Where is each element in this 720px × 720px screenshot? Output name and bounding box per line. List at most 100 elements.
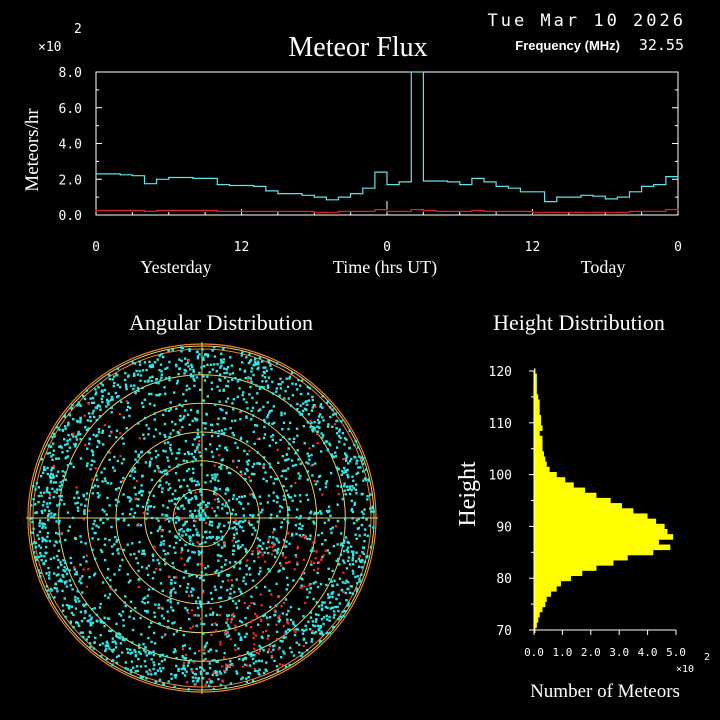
angular-point-cyan bbox=[164, 435, 167, 439]
height-bar bbox=[534, 451, 544, 457]
angular-point-cyan bbox=[235, 498, 239, 501]
angular-point-red bbox=[256, 615, 259, 618]
angular-point-cyan bbox=[299, 392, 303, 396]
angular-point-cyan bbox=[295, 427, 299, 430]
angular-point-cyan bbox=[218, 378, 221, 381]
angular-point-cyan bbox=[316, 511, 320, 515]
angular-point-cyan bbox=[259, 544, 262, 548]
angular-point-cyan bbox=[60, 580, 64, 583]
angular-point-cyan bbox=[264, 366, 267, 369]
angular-point-cyan bbox=[167, 680, 170, 683]
angular-point-cyan bbox=[251, 657, 255, 661]
angular-point-cyan bbox=[189, 528, 192, 532]
angular-point-cyan bbox=[104, 537, 107, 540]
angular-point-cyan bbox=[343, 484, 346, 488]
angular-point-cyan bbox=[221, 507, 224, 510]
height-bar bbox=[534, 508, 634, 514]
angular-point-cyan bbox=[177, 519, 181, 522]
angular-point-cyan bbox=[69, 620, 72, 623]
angular-point-cyan bbox=[83, 617, 86, 620]
angular-point-cyan bbox=[345, 459, 348, 462]
angular-point-cyan bbox=[354, 575, 357, 579]
angular-point-cyan bbox=[347, 476, 350, 479]
angular-point-cyan bbox=[292, 621, 295, 624]
angular-point-cyan bbox=[236, 544, 240, 547]
angular-point-cyan bbox=[252, 373, 255, 377]
angular-point-red bbox=[264, 560, 267, 563]
angular-point-cyan bbox=[177, 372, 180, 376]
angular-point-cyan bbox=[317, 629, 321, 632]
angular-point-cyan bbox=[308, 458, 311, 461]
flux-point bbox=[119, 209, 121, 212]
angular-point-cyan bbox=[83, 509, 86, 512]
angular-point-red bbox=[337, 492, 340, 496]
height-bar bbox=[534, 425, 543, 431]
angular-point-cyan bbox=[261, 508, 264, 511]
angular-point-cyan bbox=[231, 372, 235, 375]
angular-point-cyan bbox=[162, 617, 166, 620]
angular-point-cyan bbox=[206, 375, 209, 378]
angular-point-cyan bbox=[68, 525, 71, 528]
angular-point-cyan bbox=[98, 405, 102, 408]
angular-point-cyan bbox=[264, 668, 267, 671]
angular-point-red bbox=[94, 467, 97, 470]
angular-point-cyan bbox=[347, 541, 350, 545]
angular-point-cyan bbox=[144, 651, 147, 654]
angular-point-cyan bbox=[211, 613, 214, 616]
flux-point bbox=[641, 185, 643, 187]
angular-point-cyan bbox=[197, 534, 201, 537]
height-x-tick-label: 3.0 bbox=[609, 646, 629, 659]
angular-point-red bbox=[249, 626, 253, 629]
angular-point-cyan bbox=[223, 670, 227, 674]
angular-point-red bbox=[225, 663, 228, 666]
angular-point-cyan bbox=[328, 509, 331, 512]
angular-point-cyan bbox=[288, 542, 291, 545]
angular-point-cyan bbox=[282, 498, 286, 501]
angular-point-cyan bbox=[200, 366, 203, 369]
angular-point-cyan bbox=[53, 435, 56, 438]
angular-point-cyan bbox=[318, 640, 322, 644]
angular-point-cyan bbox=[215, 649, 218, 653]
angular-point-cyan bbox=[43, 523, 47, 526]
angular-point-cyan bbox=[64, 427, 67, 431]
angular-point-cyan bbox=[272, 499, 275, 502]
angular-point-cyan bbox=[305, 641, 308, 645]
angular-point-red bbox=[82, 568, 85, 571]
angular-point-cyan bbox=[328, 578, 331, 581]
angular-point-cyan bbox=[222, 389, 225, 392]
angular-point-cyan bbox=[360, 456, 364, 459]
angular-point-cyan bbox=[206, 536, 209, 540]
angular-point-cyan bbox=[308, 537, 312, 541]
angular-point-cyan bbox=[196, 531, 199, 534]
angular-point-cyan bbox=[258, 495, 261, 498]
angular-point-cyan bbox=[331, 569, 334, 573]
angular-point-cyan bbox=[247, 676, 250, 679]
angular-point-red bbox=[286, 561, 289, 564]
angular-point-cyan bbox=[125, 427, 128, 430]
flux-point bbox=[628, 191, 631, 193]
angular-point-cyan bbox=[63, 503, 66, 506]
angular-point-cyan bbox=[284, 389, 287, 393]
angular-point-cyan bbox=[300, 654, 303, 657]
angular-point-cyan bbox=[329, 415, 332, 419]
angular-point-cyan bbox=[301, 412, 304, 416]
angular-point-cyan bbox=[164, 409, 167, 412]
angular-point-cyan bbox=[222, 347, 225, 351]
height-bar bbox=[534, 570, 583, 577]
angular-point-cyan bbox=[77, 401, 80, 404]
angular-point-cyan bbox=[277, 570, 280, 573]
flux-point bbox=[289, 192, 291, 195]
angular-point-cyan bbox=[271, 392, 275, 395]
angular-point-cyan bbox=[235, 540, 238, 544]
angular-point-cyan bbox=[276, 496, 280, 499]
angular-point-cyan bbox=[124, 604, 127, 608]
angular-point-cyan bbox=[101, 581, 105, 584]
angular-point-cyan bbox=[112, 384, 115, 388]
angular-point-cyan bbox=[114, 646, 118, 649]
angular-point-cyan bbox=[327, 519, 330, 522]
angular-point-cyan bbox=[241, 393, 244, 397]
angular-point-cyan bbox=[102, 521, 105, 525]
angular-point-cyan bbox=[282, 494, 286, 498]
angular-point-cyan bbox=[262, 463, 266, 466]
angular-point-red bbox=[275, 637, 278, 640]
